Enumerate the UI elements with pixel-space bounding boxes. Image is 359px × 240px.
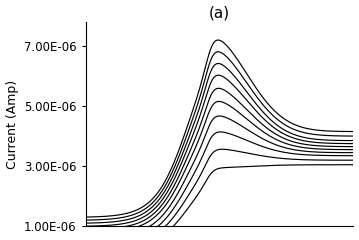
Y-axis label: Current (Amp): Current (Amp) <box>5 79 19 169</box>
Title: (a): (a) <box>209 6 230 21</box>
